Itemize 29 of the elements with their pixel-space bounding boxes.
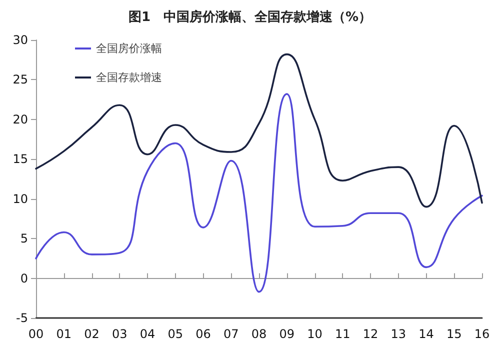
y-tick-label: 5 xyxy=(20,232,28,246)
x-tick-label: 00 xyxy=(28,327,44,341)
x-tick-label: 01 xyxy=(56,327,72,341)
x-tick-label: 12 xyxy=(362,327,378,341)
line-series xyxy=(35,53,483,208)
x-tick-label: 03 xyxy=(112,327,128,341)
x-tick-label: 08 xyxy=(251,327,267,341)
y-tick-label: 0 xyxy=(20,271,28,286)
x-tick-label: 09 xyxy=(279,327,295,341)
x-tick-label: 14 xyxy=(418,327,434,341)
y-tick-label: -5 xyxy=(16,311,28,325)
x-tick-label: 04 xyxy=(140,327,156,341)
y-tick-label: 20 xyxy=(12,112,28,126)
legend-label: 全国房价涨幅 xyxy=(96,42,162,55)
x-tick-label: 05 xyxy=(168,327,184,341)
x-tick-label: 16 xyxy=(474,327,490,341)
y-tick-label: 10 xyxy=(12,192,28,206)
x-tick-label: 06 xyxy=(196,327,211,341)
x-tick-label: 10 xyxy=(307,327,322,341)
chart-title: 图1 中国房价涨幅、全国存款增速（%） xyxy=(128,9,372,25)
y-tick-label: 15 xyxy=(12,152,28,166)
x-tick-label: 15 xyxy=(446,327,462,341)
x-tick-label: 13 xyxy=(390,327,406,341)
legend-label: 全国存款增速 xyxy=(96,71,162,84)
y-tick-label: 30 xyxy=(12,33,28,47)
y-tick-label: 25 xyxy=(12,72,28,87)
x-tick-label: 11 xyxy=(334,327,350,341)
x-tick-label: 07 xyxy=(223,327,239,341)
x-tick-label: 02 xyxy=(84,327,100,341)
